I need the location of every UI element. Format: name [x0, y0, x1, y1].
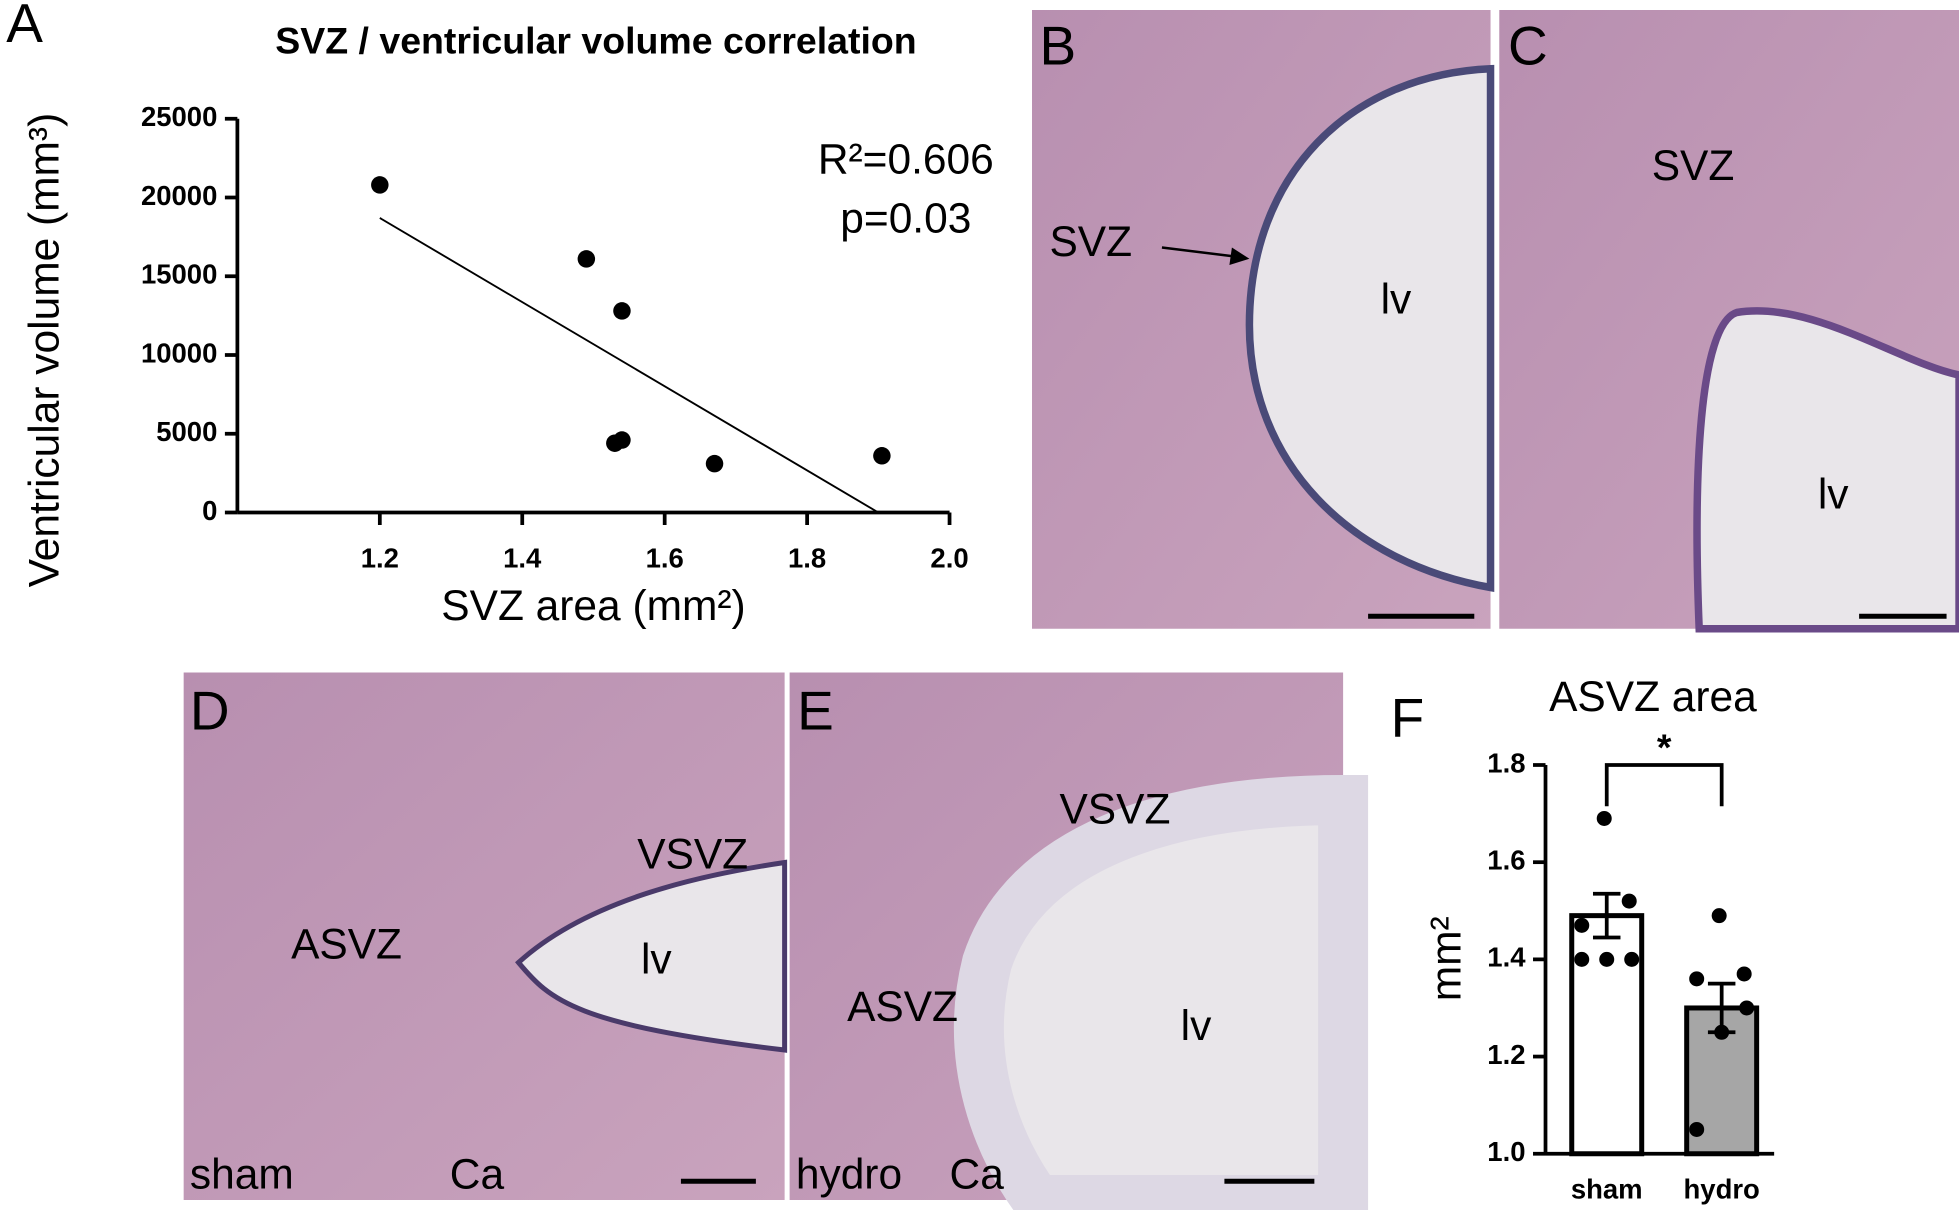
panel-letter: B	[1040, 15, 1077, 77]
panel-letter: F	[1391, 687, 1425, 749]
arrow	[1161, 246, 1244, 259]
x-tick-label: 1.4	[503, 542, 542, 573]
data-point	[1689, 971, 1705, 987]
panel-letter: A	[6, 0, 43, 54]
region-label: lv	[1381, 277, 1412, 324]
micrograph-d: D VSVZ ASVZ lv sham Ca	[183, 672, 788, 1200]
scatter-point	[613, 431, 631, 449]
x-axis-label: SVZ area (mm²)	[441, 583, 745, 630]
scatter-point	[873, 447, 891, 465]
data-point	[1736, 966, 1752, 982]
region-label: Ca	[450, 1152, 505, 1199]
bar	[1569, 913, 1645, 1157]
micrograph-e: E VSVZ ASVZ lv hydro Ca	[789, 672, 1369, 1210]
ventricle	[515, 859, 788, 1053]
chart-title: ASVZ area	[1549, 674, 1757, 721]
data-point	[1574, 951, 1590, 967]
micrograph-b: B SVZ lv	[1032, 10, 1495, 629]
annotation: R²=0.606	[818, 137, 994, 184]
panel-letter: E	[797, 680, 834, 742]
region-label: VSVZ	[1059, 787, 1170, 834]
y-tick-label: 1.2	[1487, 1039, 1525, 1070]
region-label: ASVZ	[291, 922, 402, 969]
error-bar	[1592, 891, 1621, 940]
trendline	[379, 217, 879, 514]
y-tick-label: 1.6	[1487, 844, 1525, 875]
data-point	[1574, 917, 1590, 933]
x-tick-label: hydro	[1684, 1174, 1760, 1205]
ventricle	[953, 774, 1369, 1210]
y-tick-label: 0	[202, 495, 217, 526]
region-label: lv	[641, 937, 672, 984]
y-tick-label: 15000	[141, 259, 217, 290]
significance-bracket	[1604, 763, 1724, 807]
scatter-point	[705, 454, 724, 473]
data-point	[1711, 908, 1727, 924]
region-label: lv	[1818, 472, 1849, 519]
x-tick-label: 2.0	[930, 542, 968, 573]
significance-label: *	[1657, 726, 1672, 768]
y-axis-label: mm²	[1424, 916, 1471, 1001]
data-point	[1714, 1024, 1730, 1040]
region-label: Ca	[950, 1152, 1005, 1199]
y-tick-label: 20000	[141, 180, 217, 211]
scatter-point	[577, 250, 596, 268]
annotation: p=0.03	[840, 195, 971, 242]
data-point	[1596, 810, 1612, 826]
chart-title: SVZ / ventricular volume correlation	[275, 20, 916, 62]
condition-label: hydro	[796, 1152, 902, 1199]
y-tick-label: 1.8	[1487, 747, 1525, 778]
panel-letter: D	[190, 680, 230, 742]
data-point	[1621, 893, 1637, 909]
panel-letter: C	[1508, 15, 1548, 77]
region-label: ASVZ	[847, 984, 958, 1031]
y-axis-label: Ventricular volume (mm³)	[22, 113, 69, 587]
data-point	[1624, 951, 1640, 967]
y-tick-label: 5000	[156, 416, 217, 447]
x-tick-label: 1.2	[361, 542, 399, 573]
figure-content: B SVZ lv C SVZ lv D VSVZ ASVZ lv sham Ca	[6, 0, 1959, 1210]
scatter-point	[371, 176, 389, 194]
x-tick-label: 1.6	[646, 542, 684, 573]
region-label: SVZ	[1652, 143, 1735, 190]
y-tick-label: 1.0	[1487, 1136, 1525, 1167]
y-tick-label: 25000	[141, 101, 217, 132]
region-label: SVZ	[1049, 219, 1132, 266]
region-label: lv	[1181, 1003, 1212, 1050]
micrograph-c: C SVZ lv	[1499, 10, 1959, 633]
condition-label: sham	[190, 1152, 294, 1199]
data-point	[1689, 1121, 1705, 1137]
data-point	[1739, 1000, 1755, 1016]
scatter-point	[613, 302, 631, 320]
arrow-head	[1229, 247, 1250, 265]
ventricle	[1245, 64, 1495, 592]
ventricle	[1693, 307, 1959, 633]
y-tick-label: 1.4	[1487, 942, 1526, 973]
y-tick-label: 10000	[141, 337, 217, 368]
data-point	[1599, 951, 1615, 967]
region-label: VSVZ	[637, 832, 748, 879]
x-tick-label: 1.8	[788, 542, 826, 573]
x-tick-label: sham	[1571, 1174, 1643, 1205]
